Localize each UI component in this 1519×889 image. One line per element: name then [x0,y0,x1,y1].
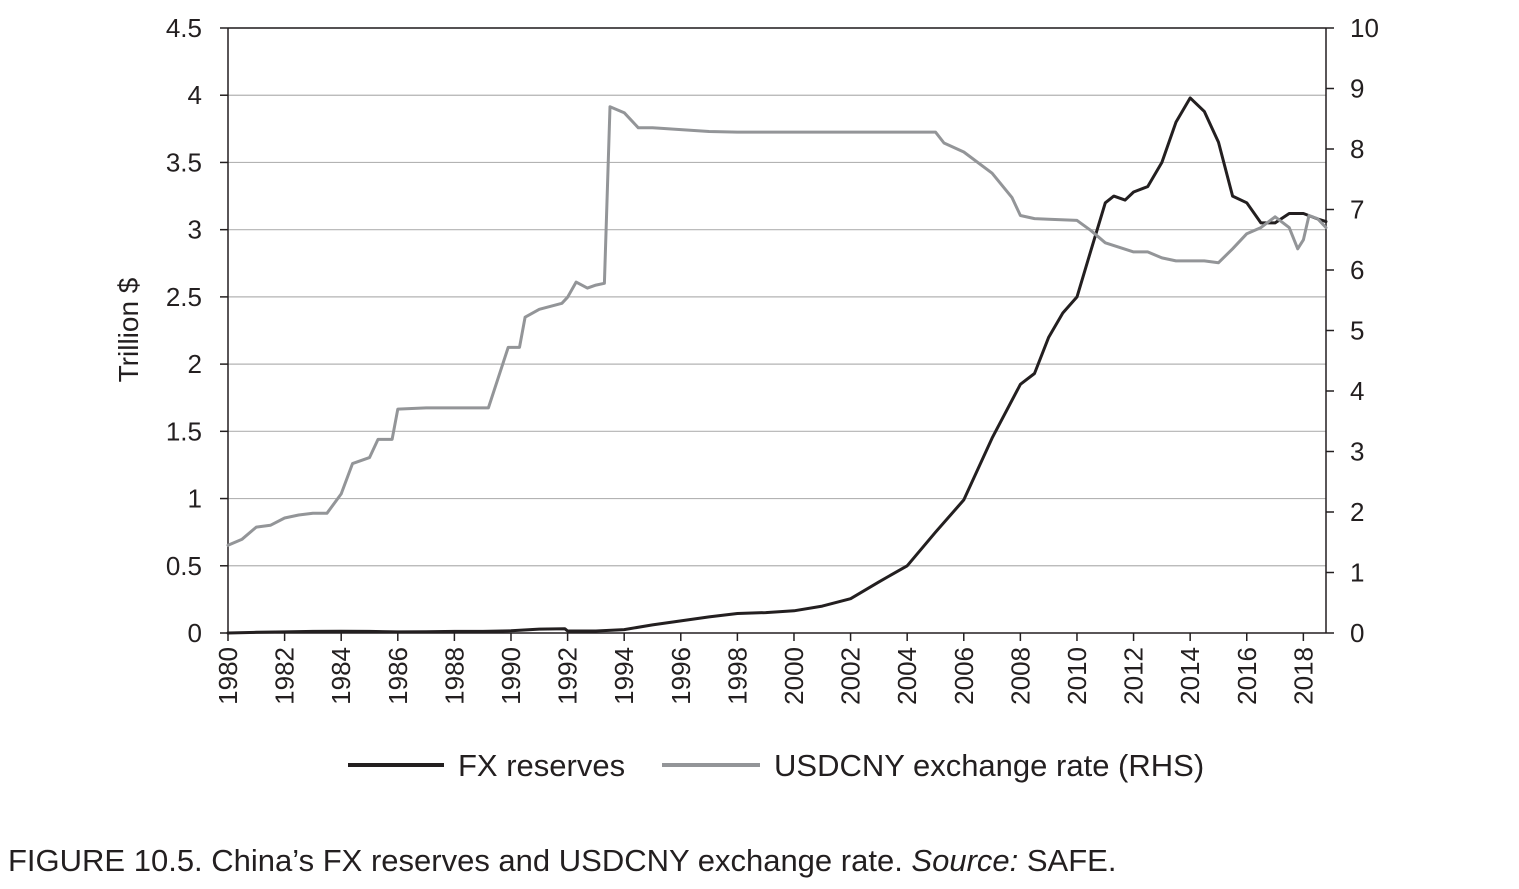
chart: 0 0.5 1 1.5 2 2.5 3 3.5 4 4.5 0 1 2 3 4 5 6 7 8 9 10 1980 1982… [113,13,1379,783]
y-tick-label: 4 [188,80,202,110]
x-tick-label: 2012 [1119,647,1149,705]
y2-tick-label: 5 [1350,316,1364,346]
legend: FX reserves USDCNY exchange rate (RHS) [348,748,1204,783]
x-tick-label: 2016 [1232,647,1262,705]
y-axis-title: Trillion $ [113,277,144,382]
x-tick-label: 2004 [892,647,922,705]
x-tick-label: 2010 [1062,647,1092,705]
y2-tick-label: 2 [1350,497,1364,527]
y2-tick-label: 8 [1350,134,1364,164]
x-tick-label: 1998 [722,647,752,705]
y2-tick-label: 7 [1350,195,1364,225]
x-tick-label: 2002 [836,647,866,705]
y2-tick-label: 9 [1350,74,1364,104]
legend-label: USDCNY exchange rate (RHS) [774,748,1204,783]
y2-tick-label: 4 [1350,376,1364,406]
series-line [226,96,1328,635]
y-tick-label: 4.5 [166,13,202,43]
y-tick-label: 0.5 [166,551,202,581]
grid-lines [228,27,1326,567]
y-tick-label: 3 [188,215,202,245]
x-tick-label: 2000 [779,647,809,705]
caption-source-value: SAFE. [1018,843,1117,878]
y-tick-label: 1.5 [166,416,202,446]
x-tick-label: 1980 [213,647,243,705]
y2-tick-label: 10 [1350,13,1379,43]
x-tick-label: 2006 [949,647,979,705]
legend-label: FX reserves [458,748,625,783]
y-tick-label: 3.5 [166,147,202,177]
figure-caption: FIGURE 10.5. China’s FX reserves and USD… [8,843,1116,879]
x-tick-label: 1988 [439,647,469,705]
caption-source-label: Source: [911,843,1019,878]
y2-tick-label: 3 [1350,437,1364,467]
series-line [226,105,1328,547]
y2-tick-label: 1 [1350,558,1364,588]
y2-tick-label: 0 [1350,618,1364,648]
x-tick-label: 1994 [609,647,639,705]
x-tick-label: 1982 [270,647,300,705]
x-tick-label: 2008 [1005,647,1035,705]
x-tick-label: 1984 [326,647,356,705]
y-tick-label: 0 [188,618,202,648]
x-tick-label: 1990 [496,647,526,705]
x-tick-label: 1996 [666,647,696,705]
caption-main: FIGURE 10.5. China’s FX reserves and USD… [8,843,912,878]
y-tick-label: 2.5 [166,282,202,312]
series-lines [226,96,1328,635]
x-tick-label: 1992 [553,647,583,705]
x-tick-label: 2014 [1175,647,1205,705]
x-tick-label: 2018 [1288,647,1318,705]
axes: 0 0.5 1 1.5 2 2.5 3 3.5 4 4.5 0 1 2 3 4 5 6 7 8 9 10 1980 1982… [166,13,1379,705]
y-tick-label: 2 [188,349,202,379]
y2-tick-label: 6 [1350,255,1364,285]
y-tick-label: 1 [188,484,202,514]
x-tick-label: 1986 [383,647,413,705]
